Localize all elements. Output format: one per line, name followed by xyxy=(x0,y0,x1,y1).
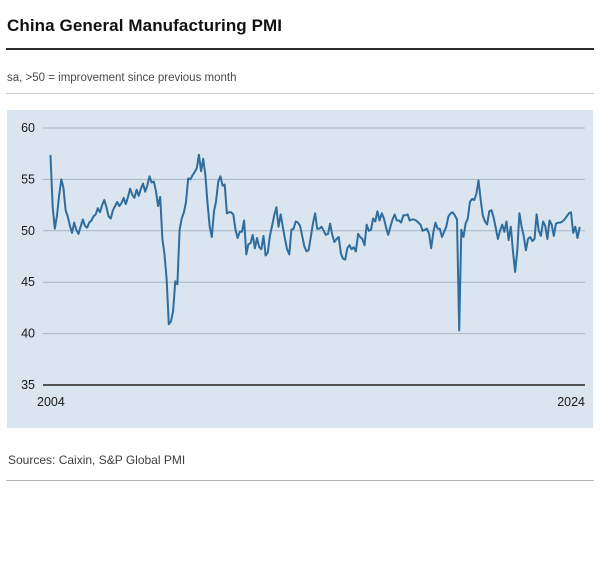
y-tick-label: 45 xyxy=(21,275,35,289)
y-tick-label: 60 xyxy=(21,121,35,135)
x-tick-label: 2024 xyxy=(557,395,585,409)
pmi-line-chart: 60 55 50 45 40 35 2004 2024 xyxy=(7,110,593,428)
title-divider xyxy=(6,48,594,50)
subtitle-divider xyxy=(6,93,594,94)
x-tick-label: 2004 xyxy=(37,395,65,409)
y-tick-label: 35 xyxy=(21,378,35,392)
y-tick-label: 50 xyxy=(21,224,35,238)
sources-note: Sources: Caixin, S&P Global PMI xyxy=(8,453,186,467)
y-tick-label: 55 xyxy=(21,172,35,186)
footer-divider xyxy=(6,480,594,481)
y-tick-label: 40 xyxy=(21,327,35,341)
pmi-series-line xyxy=(49,153,581,332)
chart-subtitle: sa, >50 = improvement since previous mon… xyxy=(7,72,237,84)
pmi-report-page: China General Manufacturing PMI sa, >50 … xyxy=(0,16,600,561)
page-title: China General Manufacturing PMI xyxy=(7,16,283,35)
